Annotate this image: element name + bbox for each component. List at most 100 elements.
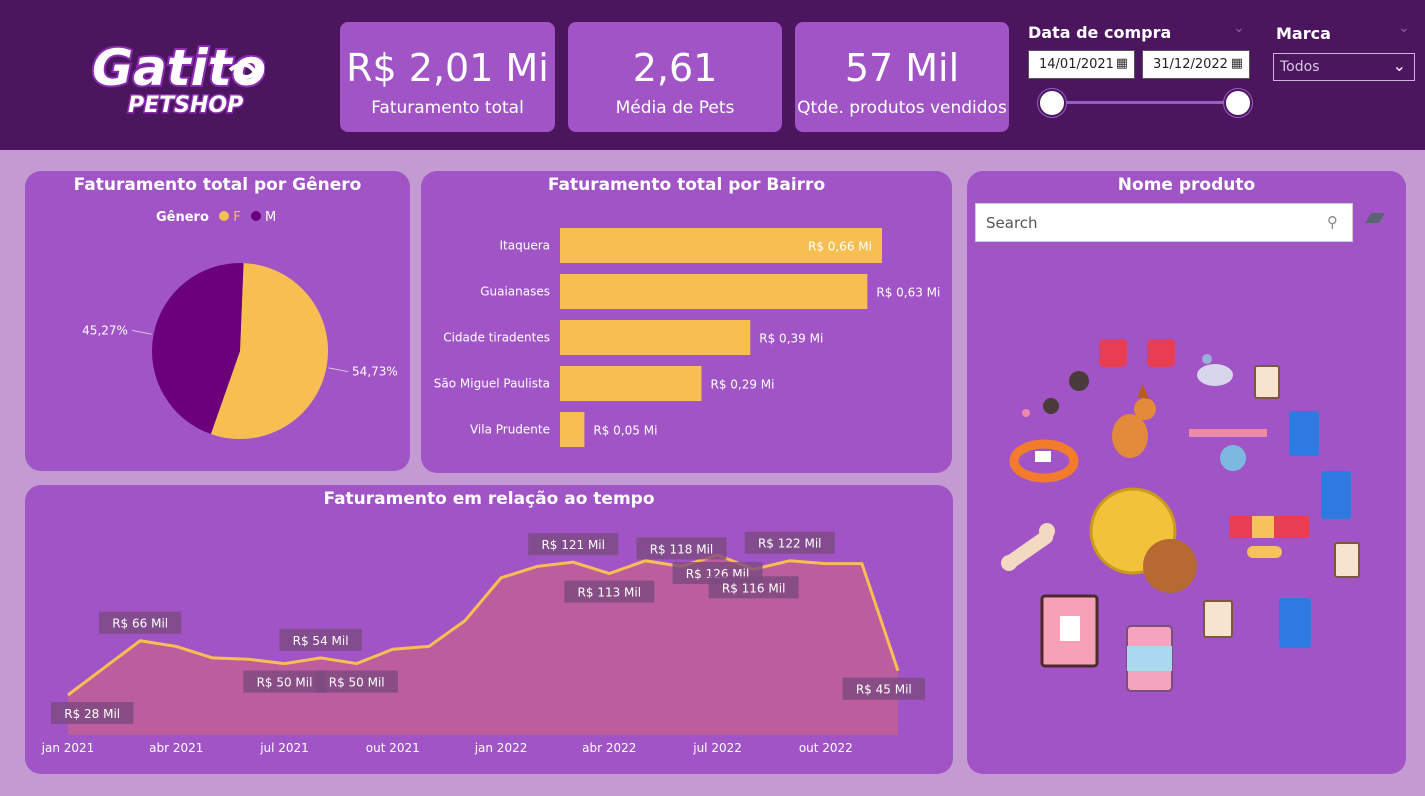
bar xyxy=(560,228,882,263)
date-start-input[interactable]: 14/01/2021 ▦ xyxy=(1028,50,1135,79)
brand-select-value: Todos xyxy=(1280,59,1320,75)
chevron-down-icon[interactable]: ⌄ xyxy=(1233,20,1245,36)
products-card: Nome produto xyxy=(967,171,1406,774)
collar-icon xyxy=(1009,439,1079,483)
card-title: Faturamento total por Bairro xyxy=(547,175,826,195)
kpi-value: 2,61 xyxy=(632,46,718,90)
card-title: Faturamento total por Gênero xyxy=(73,175,362,195)
pet-can-icon xyxy=(1126,625,1173,692)
product-images-cluster[interactable] xyxy=(967,171,1406,774)
card-title: Nome produto xyxy=(1117,175,1256,195)
bar-data-label: R$ 0,05 Mi xyxy=(593,424,657,438)
pie-slice-f xyxy=(210,263,329,439)
kpi-value: 57 Mil xyxy=(844,46,960,90)
gender-legend[interactable]: Gênero F M xyxy=(156,210,276,225)
legend-dot-m xyxy=(250,211,261,221)
data-label: R$ 66 Mil xyxy=(112,617,168,631)
logo-subtext: PETSHOP xyxy=(128,93,243,118)
data-label-bg xyxy=(842,677,925,700)
time-area-chart[interactable]: jan 2021 abr 2021 jul 2021 out 2021 jan 2022… xyxy=(25,485,953,774)
brand-select[interactable]: Todos ⌄ xyxy=(1273,53,1415,81)
kpi-value: R$ 2,01 Mi xyxy=(346,46,549,90)
data-label: R$ 50 Mil xyxy=(329,676,385,690)
date-slider-end-handle[interactable] xyxy=(1224,89,1252,117)
small-bag-icon xyxy=(1203,365,1360,638)
bar-data-label: R$ 0,39 Mi xyxy=(759,332,823,346)
data-label-bg xyxy=(51,702,134,724)
data-label: R$ 122 Mil xyxy=(758,537,822,551)
time-card: Faturamento em relação ao tempo jan 2021… xyxy=(25,485,953,774)
data-label: R$ 121 Mil xyxy=(541,538,605,552)
data-label-bg xyxy=(564,580,655,603)
data-label-bg xyxy=(279,628,362,651)
small-accessory-icon xyxy=(1022,371,1089,417)
data-label-bg xyxy=(708,576,799,599)
brand-filter-title: Marca xyxy=(1276,24,1331,43)
bar-category-label: Cidade tiradentes xyxy=(443,331,550,345)
gender-pie-chart[interactable]: 54,73% 45,27% xyxy=(25,171,410,471)
food-bag-icon xyxy=(1279,411,1351,648)
kpi-label: Qtde. produtos vendidos xyxy=(797,98,1007,118)
card-title: Faturamento em relação ao tempo xyxy=(323,489,655,509)
legend-item-f: F xyxy=(233,210,241,225)
data-label: R$ 28 Mil xyxy=(64,707,120,721)
logo-text: Gatito xyxy=(92,39,265,97)
chevron-down-icon[interactable]: ⌄ xyxy=(1398,20,1410,36)
x-tick-label: abr 2022 xyxy=(582,741,636,755)
dog-icon xyxy=(1112,384,1156,458)
data-label-bg xyxy=(744,531,835,554)
bar-category-label: Vila Prudente xyxy=(470,423,550,437)
x-tick-label: jan 2022 xyxy=(474,741,528,755)
x-tick-label: jul 2021 xyxy=(259,741,309,755)
treat-bag-icon xyxy=(1040,594,1099,668)
data-label: R$ 45 Mil xyxy=(856,683,912,697)
bar-category-label: São Miguel Paulista xyxy=(434,377,550,391)
data-label-bg xyxy=(315,670,398,693)
search-placeholder: Search xyxy=(986,214,1038,232)
kpi-label: Faturamento total xyxy=(371,98,524,118)
data-label: R$ 118 Mil xyxy=(650,542,714,556)
date-slider-start-handle[interactable] xyxy=(1038,89,1066,117)
kpi-label: Média de Pets xyxy=(615,98,735,118)
bone-icon xyxy=(1001,523,1055,571)
bar-category-label: Guaianases xyxy=(480,285,550,299)
leash-icon xyxy=(1189,429,1267,471)
data-label: R$ 50 Mil xyxy=(257,676,313,690)
pie-data-label: 54,73% xyxy=(352,365,398,379)
date-range-slider-track[interactable] xyxy=(1052,101,1238,104)
mouse-toy-icon xyxy=(1197,354,1233,386)
data-label-bg xyxy=(636,537,727,560)
gatito-logo: Gatito PETSHOP xyxy=(90,37,265,120)
date-start-value: 14/01/2021 xyxy=(1039,57,1114,72)
date-end-input[interactable]: 31/12/2022 ▦ xyxy=(1142,50,1250,79)
x-tick-label: out 2022 xyxy=(799,741,853,755)
product-search-input[interactable]: Search ⚲ xyxy=(975,203,1353,242)
x-tick-label: abr 2021 xyxy=(149,741,203,755)
data-label: R$ 54 Mil xyxy=(293,634,349,648)
data-label: R$ 116 Mil xyxy=(722,581,786,595)
bar-data-label: R$ 0,66 Mi xyxy=(808,240,872,254)
tag-collar-icon xyxy=(1229,516,1309,558)
search-icon[interactable]: ⚲ xyxy=(1327,213,1338,231)
bar xyxy=(560,412,585,447)
bar xyxy=(560,366,702,401)
kpi-card-faturamento: R$ 2,01 Mi Faturamento total xyxy=(340,22,555,132)
bairro-bar-chart[interactable]: Itaquera R$ 0,66 Mi Guaianases R$ 0,63 Mi Ci… xyxy=(421,171,952,473)
data-label-bg xyxy=(243,670,326,693)
calendar-icon[interactable]: ▦ xyxy=(1230,56,1243,71)
data-label-bg xyxy=(98,611,182,634)
legend-dot-f xyxy=(219,211,230,221)
calendar-icon[interactable]: ▦ xyxy=(1115,56,1128,71)
pie-leader-line xyxy=(131,329,152,335)
pie-data-label: 45,27% xyxy=(82,323,128,337)
x-tick-label: jul 2022 xyxy=(692,741,742,755)
bar xyxy=(560,274,868,309)
chevron-down-icon: ⌄ xyxy=(1392,56,1406,75)
bar-data-label: R$ 0,63 Mi xyxy=(876,286,940,300)
bar xyxy=(560,320,751,355)
gender-card: Faturamento total por Gênero Gênero F M … xyxy=(25,171,410,471)
pet-clothes-icon xyxy=(1099,339,1175,367)
bar-data-label: R$ 0,29 Mi xyxy=(710,378,774,392)
x-tick-label: jan 2021 xyxy=(41,741,95,755)
ball-toy-icon xyxy=(1089,487,1197,593)
